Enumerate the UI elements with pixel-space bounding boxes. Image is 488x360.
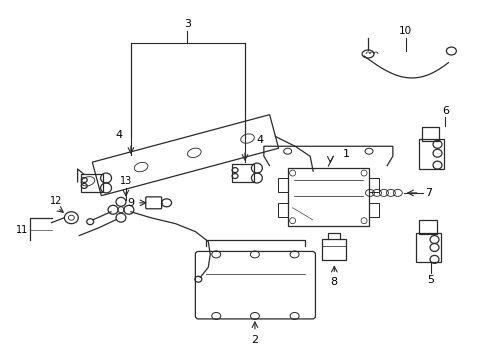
Text: 8: 8 <box>330 277 337 287</box>
Text: 7: 7 <box>424 188 431 198</box>
Text: 11: 11 <box>16 225 28 235</box>
Text: 4: 4 <box>115 130 122 140</box>
Text: 13: 13 <box>120 176 132 186</box>
Text: 4: 4 <box>256 135 263 145</box>
Text: 12: 12 <box>50 196 62 206</box>
Text: 5: 5 <box>426 275 433 285</box>
Text: 9: 9 <box>127 198 134 208</box>
Text: 3: 3 <box>183 19 190 29</box>
Text: 10: 10 <box>398 26 411 36</box>
Text: 2: 2 <box>251 335 258 345</box>
Text: 1: 1 <box>342 149 349 159</box>
Text: 6: 6 <box>441 105 448 116</box>
